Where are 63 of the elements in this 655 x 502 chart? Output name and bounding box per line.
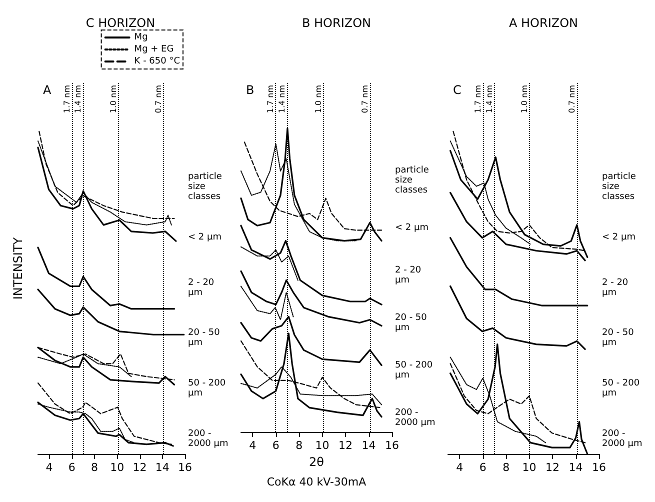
legend-label: Mg bbox=[134, 32, 148, 42]
text: 20 - 50 µm bbox=[188, 328, 223, 348]
x-tick-label: 14 bbox=[568, 461, 583, 474]
text: particle size classes bbox=[602, 172, 639, 202]
text: 50 - 200 µm bbox=[602, 378, 642, 399]
x-tick-label: 6 bbox=[68, 461, 76, 474]
text: 2 - 20 µm bbox=[602, 278, 632, 298]
text: 200 - 2000 µm bbox=[188, 429, 228, 450]
text: 2 - 20 µm bbox=[188, 278, 218, 298]
ref-line-label: 0.7 nm bbox=[567, 84, 576, 114]
x-tick-label: 8 bbox=[296, 439, 303, 452]
text: < 2 µm bbox=[602, 232, 636, 242]
legend-label: K - 650 °C bbox=[134, 56, 180, 66]
x-tick-label: 4 bbox=[456, 461, 464, 474]
legend-label: Mg + EG bbox=[134, 44, 174, 54]
text: 20 - 50 µm bbox=[602, 328, 637, 348]
x-tick-label: 12 bbox=[132, 461, 147, 474]
x-tick-label: 16 bbox=[385, 439, 399, 452]
ref-line-label: 1.4 nm bbox=[484, 84, 494, 114]
text: 200 - 2000 µm bbox=[395, 408, 436, 428]
x-tick-label: 4 bbox=[46, 461, 53, 474]
x-tick-label: 10 bbox=[110, 461, 124, 474]
x-axis-title: 2θ bbox=[309, 454, 324, 469]
x-tick-label: 16 bbox=[178, 461, 192, 474]
ref-line-label: 1.0 nm bbox=[520, 84, 529, 114]
x-tick-label: 16 bbox=[592, 461, 606, 474]
ref-line-label: 1.4 nm bbox=[74, 84, 83, 114]
text: particle size classes bbox=[395, 166, 432, 196]
chart-title: C HORIZON bbox=[86, 16, 156, 30]
ref-line-label: 1.0 nm bbox=[108, 84, 118, 114]
ref-line-label: 0.7 nm bbox=[154, 84, 164, 114]
chart-title: B HORIZON bbox=[302, 16, 372, 30]
ref-line-label: 1.4 nm bbox=[277, 84, 286, 114]
text: CoKα 40 kV-30mA bbox=[266, 476, 367, 488]
text: particle size classes bbox=[188, 172, 225, 202]
text: 20 - 50 µm bbox=[395, 313, 430, 334]
y-axis-title: INTENSITY bbox=[11, 236, 25, 300]
text: 200 - 2000 µm bbox=[602, 429, 642, 450]
text: < 2 µm bbox=[188, 232, 222, 242]
ref-line-label: 0.7 nm bbox=[360, 84, 370, 114]
text: 50 - 200 µm bbox=[395, 360, 436, 381]
x-tick-label: 12 bbox=[338, 439, 353, 452]
x-tick-label: 10 bbox=[315, 439, 330, 452]
chart-title: A HORIZON bbox=[508, 16, 578, 30]
text: A bbox=[43, 83, 52, 97]
x-tick-label: 12 bbox=[546, 461, 560, 474]
ref-line-label: 1.7 nm bbox=[473, 84, 482, 114]
text: B bbox=[246, 83, 254, 97]
ref-line-label: 1.7 nm bbox=[266, 84, 275, 114]
x-tick-label: 8 bbox=[502, 461, 510, 474]
x-tick-label: 8 bbox=[91, 461, 98, 474]
x-tick-label: 14 bbox=[362, 439, 376, 452]
text: 2 - 20 µm bbox=[395, 266, 424, 286]
ref-line-label: 1.0 nm bbox=[314, 84, 323, 114]
x-tick-label: 4 bbox=[249, 439, 256, 452]
text: < 2 µm bbox=[395, 223, 428, 234]
x-tick-label: 14 bbox=[155, 461, 170, 474]
x-tick-label: 6 bbox=[479, 461, 486, 474]
text: 50 - 200 µm bbox=[188, 378, 228, 399]
x-tick-label: 6 bbox=[272, 439, 280, 452]
text: C bbox=[453, 83, 462, 97]
ref-line-label: 1.7 nm bbox=[62, 84, 72, 114]
x-tick-label: 10 bbox=[522, 461, 536, 474]
